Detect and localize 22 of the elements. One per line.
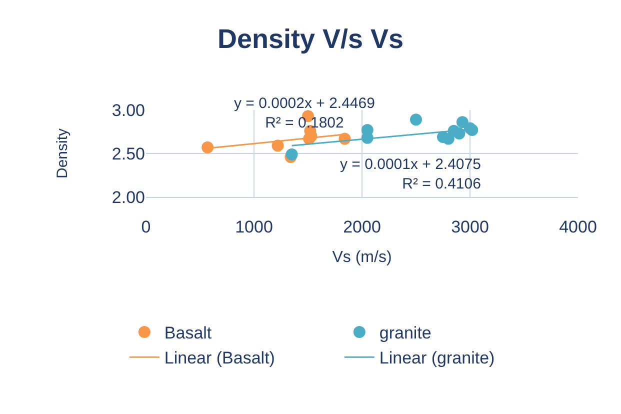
legend-label: Basalt xyxy=(164,324,212,343)
y-tick-label: 2.00 xyxy=(112,188,145,207)
y-tick-label: 3.00 xyxy=(112,100,145,120)
annotation: y = 0.0002x + 2.4469 R² = 0.1802 xyxy=(234,95,375,132)
x-tick-label: 3000 xyxy=(451,217,489,236)
legend-label: Linear (granite) xyxy=(379,348,495,368)
x-tick-label: 1000 xyxy=(235,217,273,236)
chart-title: Density V/s Vs xyxy=(217,24,404,54)
point xyxy=(456,116,468,128)
legend-label: granite xyxy=(379,324,432,343)
x-tick-label: 4000 xyxy=(559,217,597,236)
x-tick-label: 2000 xyxy=(343,217,381,236)
legend-label: Linear (Basalt) xyxy=(164,348,275,368)
point xyxy=(286,148,298,160)
point xyxy=(466,124,478,136)
y-axis-title: Density xyxy=(54,128,72,179)
point xyxy=(202,141,214,154)
point xyxy=(410,114,422,126)
x-axis-title: Vs (m/s) xyxy=(332,249,392,266)
annotation: y = 0.0001x + 2.4075 R² = 0.4106 xyxy=(340,156,481,192)
x-tick-label: 0 xyxy=(141,217,151,236)
y-tick-label: 2.50 xyxy=(112,144,145,164)
